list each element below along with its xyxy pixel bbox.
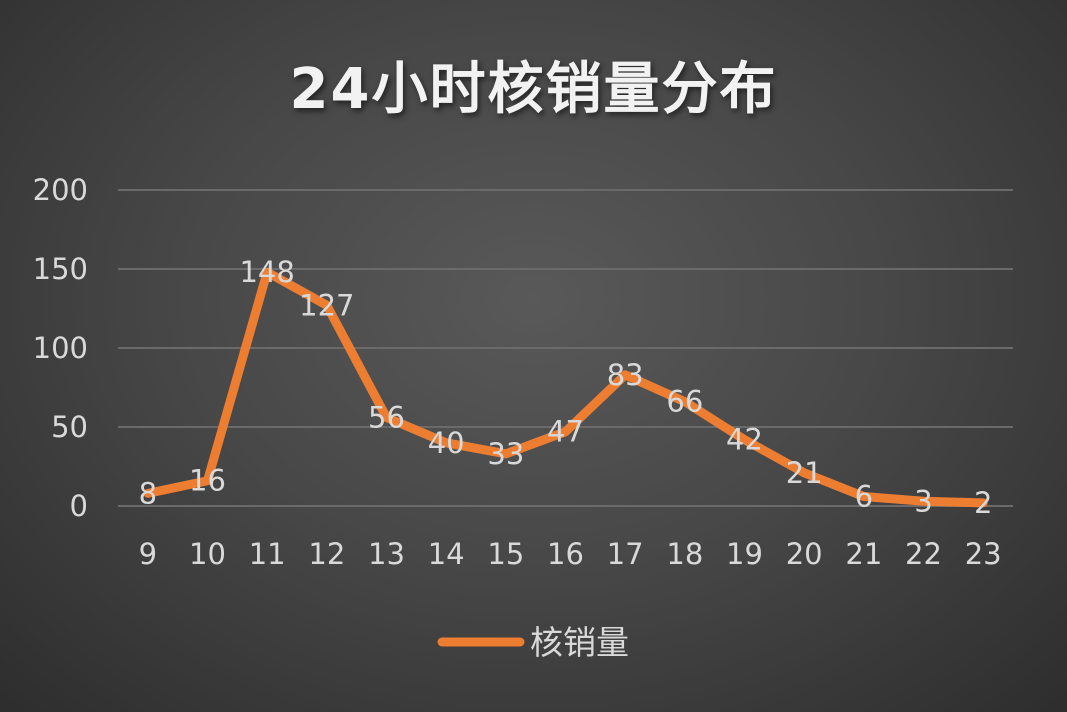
x-tick-label: 16 bbox=[547, 537, 584, 571]
x-tick-label: 13 bbox=[368, 537, 405, 571]
data-label: 21 bbox=[786, 456, 823, 490]
y-tick-label: 0 bbox=[70, 489, 88, 523]
x-tick-label: 14 bbox=[428, 537, 465, 571]
legend-label: 核销量 bbox=[530, 623, 629, 662]
data-label: 33 bbox=[487, 437, 524, 471]
y-tick-label: 50 bbox=[51, 410, 88, 444]
data-label: 6 bbox=[855, 480, 873, 514]
legend: 核销量 bbox=[437, 623, 629, 662]
data-label: 40 bbox=[428, 426, 465, 460]
x-tick-label: 15 bbox=[487, 537, 524, 571]
x-tick-label: 21 bbox=[845, 537, 882, 571]
series-line-hexiaoliang bbox=[143, 267, 988, 508]
data-label: 56 bbox=[368, 401, 405, 435]
gridlines bbox=[118, 189, 1013, 507]
data-label: 3 bbox=[914, 484, 932, 518]
x-tick-label: 23 bbox=[965, 537, 1002, 571]
data-label: 66 bbox=[666, 385, 703, 419]
y-axis-labels: 0 50 100 150 200 bbox=[33, 173, 88, 523]
chart-title: 24小时核销量分布 bbox=[289, 57, 778, 122]
y-tick-label: 200 bbox=[33, 173, 88, 207]
x-tick-label: 19 bbox=[726, 537, 763, 571]
series-line bbox=[143, 267, 988, 508]
data-label: 16 bbox=[189, 464, 226, 498]
data-label: 127 bbox=[299, 288, 354, 322]
data-label: 83 bbox=[607, 358, 644, 392]
x-tick-label: 9 bbox=[139, 537, 157, 571]
x-tick-label: 10 bbox=[189, 537, 226, 571]
x-tick-label: 18 bbox=[666, 537, 703, 571]
x-tick-label: 20 bbox=[786, 537, 823, 571]
data-label: 148 bbox=[239, 255, 294, 289]
x-tick-label: 12 bbox=[308, 537, 345, 571]
x-tick-label: 22 bbox=[905, 537, 942, 571]
y-tick-label: 150 bbox=[33, 252, 88, 286]
y-tick-label: 100 bbox=[33, 331, 88, 365]
data-label: 42 bbox=[726, 423, 763, 457]
data-label: 8 bbox=[139, 476, 157, 510]
x-tick-label: 17 bbox=[607, 537, 644, 571]
data-label: 47 bbox=[547, 415, 584, 449]
x-tick-label: 11 bbox=[249, 537, 286, 571]
data-label: 2 bbox=[974, 486, 992, 520]
x-axis-labels: 9 10 11 12 13 14 15 16 17 18 19 20 21 22 23 bbox=[139, 537, 1002, 571]
